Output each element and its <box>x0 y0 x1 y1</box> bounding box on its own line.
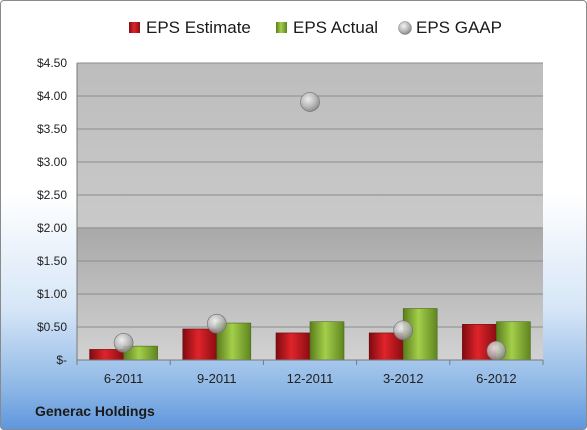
legend-swatch-eps-gaap <box>398 21 412 35</box>
legend-swatch-eps-estimate <box>129 22 140 33</box>
company-label: Generac Holdings <box>35 403 155 419</box>
scatter-marks <box>113 92 507 361</box>
y-tick-label: $0.50 <box>37 320 67 334</box>
x-tick-label: 3-2012 <box>383 371 423 386</box>
y-tick-label: $3.50 <box>37 122 67 136</box>
bar-eps-actual-12-2011 <box>309 321 345 361</box>
point-eps-gaap-3-2012 <box>393 320 414 341</box>
legend-swatch-eps-actual <box>276 22 287 33</box>
x-tick-label: 6-2011 <box>104 371 144 386</box>
y-tick-label: $2.00 <box>37 221 67 235</box>
y-tick-label: $1.00 <box>37 287 67 301</box>
legend: EPS Estimate EPS Actual EPS GAAP <box>129 18 502 37</box>
legend-label: EPS GAAP <box>416 18 502 37</box>
bar-marks <box>89 308 531 361</box>
x-tick-label: 9-2011 <box>197 371 237 386</box>
x-tick-label: 6-2012 <box>476 371 516 386</box>
y-tick-label: $- <box>56 353 67 367</box>
bar-eps-estimate-9-2011 <box>182 328 218 361</box>
x-axis: 6-2011 9-2011 12-2011 3-2012 6-2012 <box>76 359 544 386</box>
y-tick-label: $3.00 <box>37 155 67 169</box>
legend-label: EPS Actual <box>293 18 378 37</box>
plot-area <box>77 63 543 360</box>
y-tick-label: $4.50 <box>37 56 67 70</box>
point-eps-gaap-9-2011 <box>207 313 227 334</box>
point-eps-gaap-6-2011 <box>113 333 134 353</box>
y-tick-label: $1.50 <box>37 254 67 268</box>
x-tick-label: 12-2011 <box>287 371 334 386</box>
point-eps-gaap-12-2011 <box>300 92 320 112</box>
y-tick-label: $4.00 <box>37 89 67 103</box>
bar-eps-estimate-12-2011 <box>275 332 311 361</box>
legend-label: EPS Estimate <box>146 18 251 37</box>
y-axis: $- $0.50 $1.00 $1.50 $2.00 $2.50 $3.00 $3.50 $4.… <box>37 56 78 367</box>
point-eps-gaap-6-2012 <box>486 340 507 361</box>
y-tick-label: $2.50 <box>37 188 67 202</box>
